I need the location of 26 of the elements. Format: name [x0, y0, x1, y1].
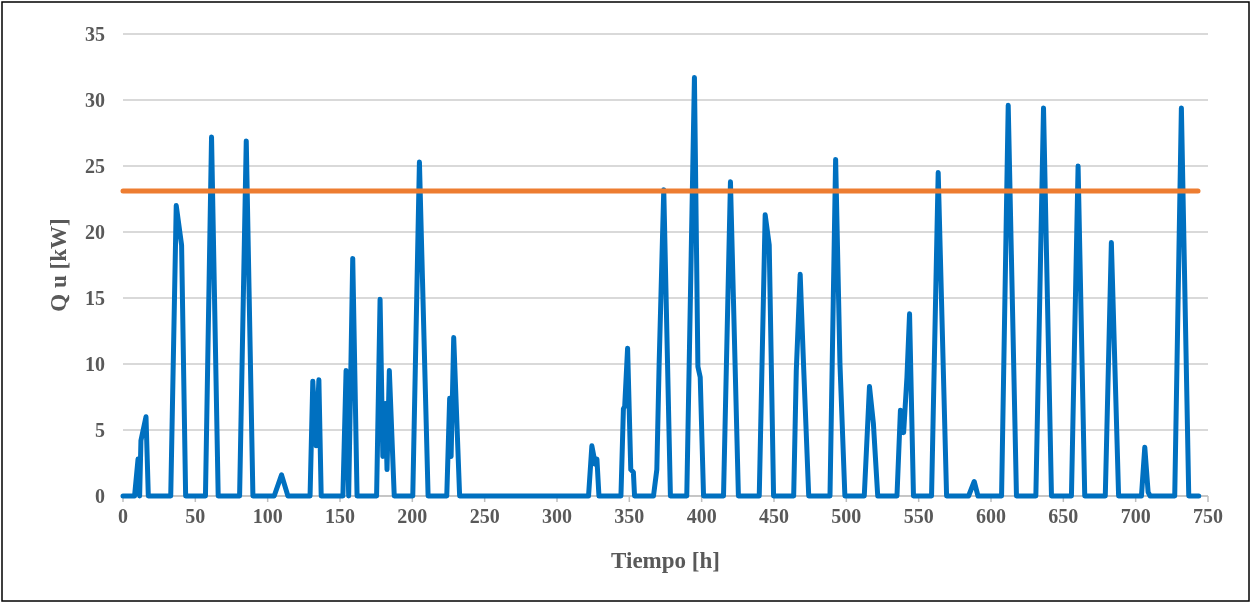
x-axis-title: Tiempo [h]	[611, 548, 720, 573]
x-tick-label: 350	[614, 505, 645, 527]
x-tick-label: 300	[542, 505, 572, 527]
x-tick-label: 150	[325, 505, 355, 527]
x-tick-label: 100	[252, 505, 283, 527]
y-tick-label: 35	[85, 23, 105, 45]
x-tick-label: 550	[903, 505, 934, 527]
x-tick-label: 200	[397, 505, 428, 527]
x-tick-label: 0	[118, 505, 128, 527]
x-tick-label: 450	[759, 505, 789, 527]
y-axis-title: Q u [kW]	[46, 218, 71, 312]
x-tick-label: 650	[1048, 505, 1079, 527]
y-tick-label: 0	[95, 485, 105, 507]
x-tick-label: 250	[469, 505, 500, 527]
x-tick-label: 500	[831, 505, 862, 527]
y-tick-label: 30	[85, 89, 105, 111]
x-tick-label: 400	[686, 505, 717, 527]
x-tick-label: 600	[976, 505, 1006, 527]
y-tick-label: 25	[85, 155, 105, 177]
y-tick-label: 20	[85, 221, 105, 243]
x-tick-label: 50	[185, 505, 206, 527]
y-tick-label: 15	[85, 287, 105, 309]
x-tick-label: 750	[1193, 505, 1223, 527]
x-tick-label: 700	[1120, 505, 1151, 527]
y-tick-label: 10	[85, 353, 105, 375]
y-tick-label: 5	[95, 419, 105, 441]
